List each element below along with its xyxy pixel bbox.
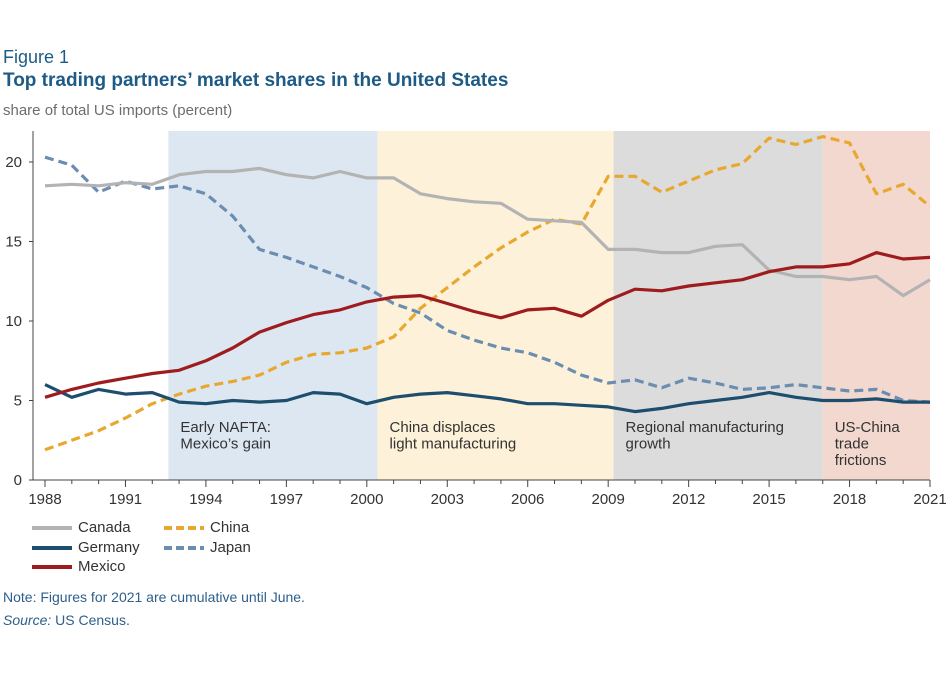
period-label-1-line-2: Mexico’s gain: [180, 436, 271, 453]
period-bands: [168, 131, 930, 480]
series-line-china: [44, 135, 932, 452]
legend-label-mexico: Mexico: [78, 558, 126, 575]
x-tick-label-1988: 1988: [28, 491, 61, 508]
series-line-canada: [44, 166, 931, 298]
legend-swatch-china: [164, 525, 204, 530]
legend-swatch-germany: [32, 545, 72, 550]
figure-label: Figure 1: [3, 47, 70, 67]
period-band-4: [822, 131, 930, 480]
series-lines: [44, 135, 932, 452]
period-label-4-line-1: US-China: [835, 419, 901, 436]
legend-label-china: China: [210, 519, 250, 536]
legend-item-china: China: [164, 519, 249, 536]
x-tick-label-2012: 2012: [672, 491, 705, 508]
chart-title: Top trading partners’ market shares in t…: [3, 70, 509, 91]
legend-swatch-japan: [164, 545, 204, 550]
period-band-1: [168, 131, 378, 480]
legend-label-canada: Canada: [78, 519, 131, 536]
legend-item-canada: Canada: [32, 519, 131, 536]
legend-item-germany: Germany: [32, 539, 140, 556]
axes: 0 5 10 15 20 1988 1991 1994 1997 2000 2003 2006 2009…: [5, 131, 947, 508]
period-label-1: Early NAFTA: Mexico’s gain: [180, 419, 271, 453]
x-tick-label-2015: 2015: [752, 491, 785, 508]
period-label-1-line-1: Early NAFTA:: [180, 419, 271, 436]
x-tick-label-2009: 2009: [591, 491, 624, 508]
legend-label-germany: Germany: [78, 539, 140, 556]
y-tick-label-20: 20: [5, 154, 22, 171]
line-chart: 0 5 10 15 20 1988 1991 1994 1997 2000 2003 2006 2009…: [5, 131, 947, 508]
source-text: US Census.: [51, 612, 130, 628]
x-tick-label-1991: 1991: [109, 491, 142, 508]
legend-item-mexico: Mexico: [32, 558, 126, 575]
y-tick-label-10: 10: [5, 313, 22, 330]
legend-swatch-mexico: [32, 564, 72, 569]
x-tick-label-2000: 2000: [350, 491, 383, 508]
y-tick-label-15: 15: [5, 234, 22, 251]
chart-note: Note: Figures for 2021 are cumulative un…: [3, 589, 305, 605]
period-label-2-line-2: light manufacturing: [390, 436, 517, 453]
x-tick-label-2018: 2018: [833, 491, 866, 508]
period-label-4-line-2: trade: [835, 436, 869, 453]
period-label-2-line-1: China displaces: [390, 419, 496, 436]
x-tick-label-2006: 2006: [511, 491, 544, 508]
x-tick-label-2021: 2021: [913, 491, 946, 508]
series-line-germany: [44, 383, 930, 414]
x-tick-label-1994: 1994: [189, 491, 222, 508]
period-label-3-line-1: Regional manufacturing: [626, 419, 784, 436]
y-tick-label-5: 5: [14, 393, 22, 410]
x-tick-label-1997: 1997: [270, 491, 303, 508]
period-label-3: Regional manufacturing growth: [626, 419, 784, 453]
period-band-2: [377, 131, 614, 480]
period-label-4-line-3: frictions: [835, 452, 887, 469]
period-label-4: US-China trade frictions: [835, 419, 901, 469]
x-tick-label-2003: 2003: [431, 491, 464, 508]
period-label-2: China displaces light manufacturing: [390, 419, 517, 453]
legend-swatch-canada: [32, 525, 72, 530]
legend-label-japan: Japan: [210, 539, 251, 556]
y-tick-label-0: 0: [14, 472, 22, 489]
period-band-3: [613, 131, 823, 480]
chart-source: Source: US Census.: [3, 612, 130, 628]
source-label: Source:: [3, 612, 52, 628]
chart-subtitle: share of total US imports (percent): [3, 102, 233, 119]
period-label-3-line-2: growth: [626, 436, 671, 453]
legend-item-japan: Japan: [164, 539, 251, 556]
period-labels: Early NAFTA: Mexico’s gain China displaces…: [180, 419, 900, 469]
series-line-mexico: [44, 251, 931, 399]
